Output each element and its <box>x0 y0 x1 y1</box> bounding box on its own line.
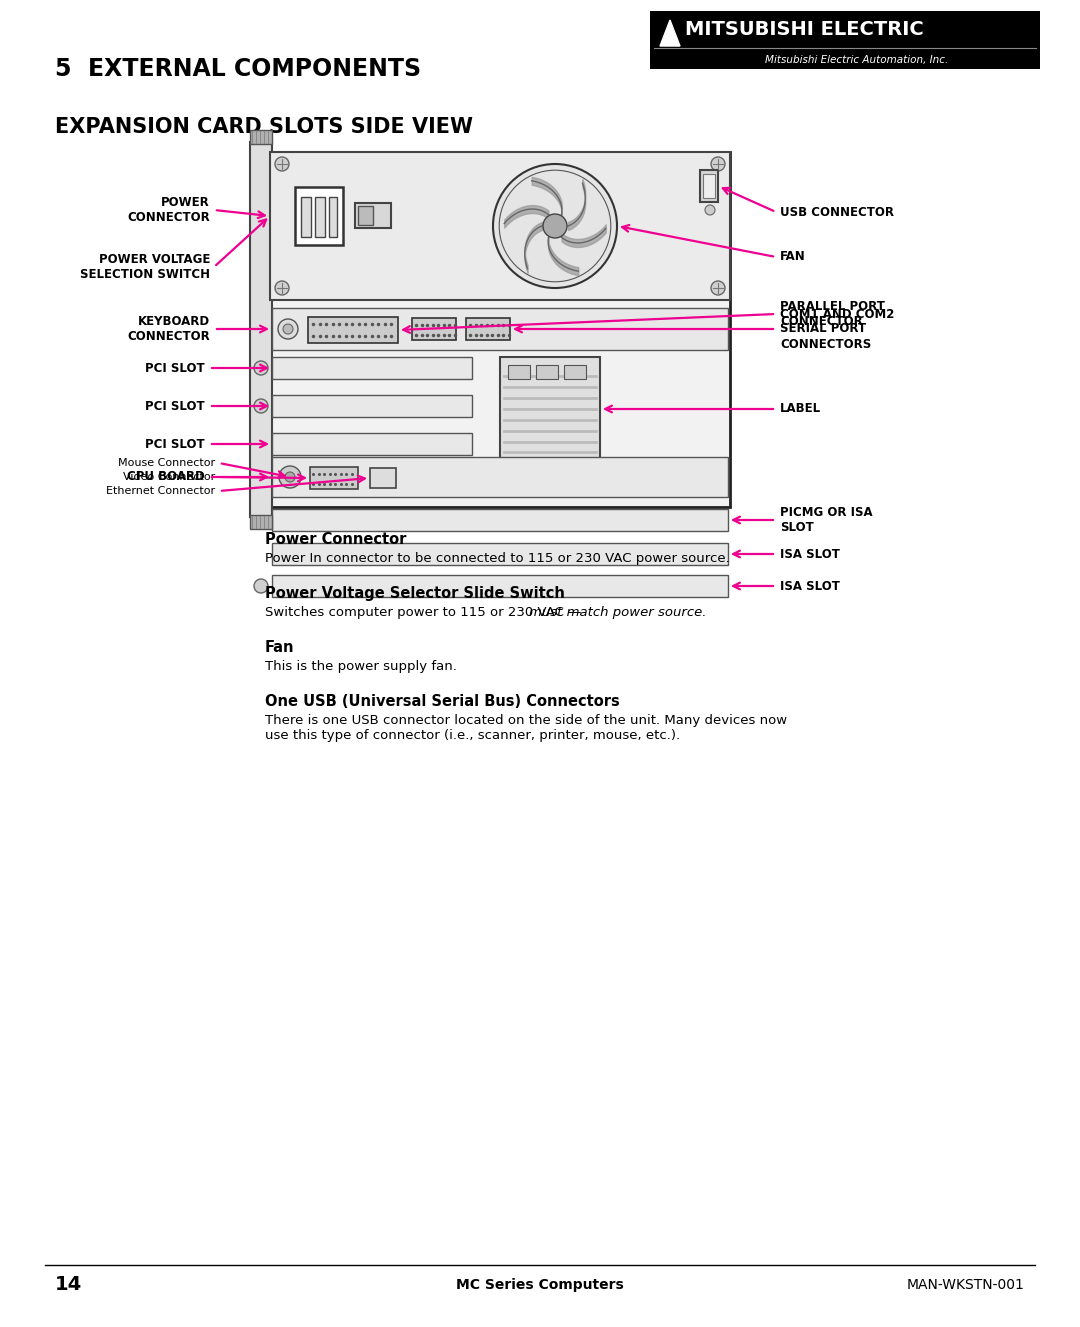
Text: EXPANSION CARD SLOTS SIDE VIEW: EXPANSION CARD SLOTS SIDE VIEW <box>55 117 473 137</box>
Text: There is one USB connector located on the side of the unit. Many devices now
use: There is one USB connector located on th… <box>265 714 787 742</box>
Text: KEYBOARD
CONNECTOR: KEYBOARD CONNECTOR <box>127 314 210 342</box>
Bar <box>272 395 472 417</box>
Text: Mitsubishi Electric Automation, Inc.: Mitsubishi Electric Automation, Inc. <box>766 54 948 65</box>
Text: 14: 14 <box>55 1275 82 1295</box>
Bar <box>301 196 311 238</box>
Bar <box>370 468 396 488</box>
Bar <box>508 365 530 380</box>
Circle shape <box>278 318 298 338</box>
Bar <box>249 515 272 529</box>
Text: Video Connector: Video Connector <box>123 472 215 482</box>
Bar <box>272 543 728 565</box>
Bar <box>249 142 272 518</box>
Bar <box>295 187 343 245</box>
Bar <box>310 467 357 490</box>
Bar <box>500 357 600 460</box>
Text: MITSUBISHI ELECTRIC: MITSUBISHI ELECTRIC <box>685 20 923 38</box>
Text: CPU BOARD: CPU BOARD <box>127 471 205 483</box>
Text: FAN: FAN <box>780 251 806 264</box>
Text: USB CONNECTOR: USB CONNECTOR <box>780 206 894 219</box>
Bar <box>357 206 373 226</box>
Text: PICMG OR ISA
SLOT: PICMG OR ISA SLOT <box>780 506 873 533</box>
Text: Fan: Fan <box>265 640 295 656</box>
Circle shape <box>492 165 617 288</box>
Bar <box>355 203 391 228</box>
Text: Mouse Connector: Mouse Connector <box>118 458 215 468</box>
Bar <box>249 130 272 145</box>
Text: MC Series Computers: MC Series Computers <box>456 1278 624 1292</box>
Bar <box>270 153 730 507</box>
Circle shape <box>705 204 715 215</box>
Text: Power In connector to be connected to 115 or 230 VAC power source.: Power In connector to be connected to 11… <box>265 552 730 565</box>
Bar <box>272 433 472 455</box>
Text: MAN-WKSTN-001: MAN-WKSTN-001 <box>907 1278 1025 1292</box>
Bar <box>308 317 399 342</box>
Circle shape <box>254 361 268 376</box>
Text: PCI SLOT: PCI SLOT <box>146 361 205 374</box>
Circle shape <box>279 466 301 488</box>
Bar <box>465 318 510 340</box>
Polygon shape <box>660 20 680 46</box>
Text: POWER
CONNECTOR: POWER CONNECTOR <box>127 196 210 224</box>
Text: 5  EXTERNAL COMPONENTS: 5 EXTERNAL COMPONENTS <box>55 57 421 81</box>
Circle shape <box>275 157 289 171</box>
Bar <box>700 170 718 202</box>
Text: One USB (Universal Serial Bus) Connectors: One USB (Universal Serial Bus) Connector… <box>265 694 620 709</box>
Text: POWER VOLTAGE
SELECTION SWITCH: POWER VOLTAGE SELECTION SWITCH <box>80 253 210 281</box>
Text: PCI SLOT: PCI SLOT <box>146 399 205 413</box>
Text: ISA SLOT: ISA SLOT <box>780 548 840 560</box>
Text: COM1 AND COM2
SERIAL PORT
CONNECTORS: COM1 AND COM2 SERIAL PORT CONNECTORS <box>780 308 894 350</box>
Text: LABEL: LABEL <box>780 402 821 415</box>
Bar <box>411 318 456 340</box>
Bar <box>536 365 558 380</box>
Circle shape <box>711 157 725 171</box>
Text: This is the power supply fan.: This is the power supply fan. <box>265 660 457 673</box>
Text: Power Connector: Power Connector <box>265 532 406 547</box>
Circle shape <box>283 324 293 334</box>
Circle shape <box>275 281 289 295</box>
Circle shape <box>254 579 268 593</box>
Bar <box>650 11 1040 69</box>
Text: PARALLEL PORT
CONNECTOR: PARALLEL PORT CONNECTOR <box>780 300 885 328</box>
Bar <box>272 575 728 597</box>
Bar <box>272 357 472 380</box>
Bar <box>272 456 728 498</box>
Bar <box>564 365 586 380</box>
Text: Power Voltage Selector Slide Switch: Power Voltage Selector Slide Switch <box>265 587 565 601</box>
Circle shape <box>254 399 268 413</box>
Bar <box>315 196 325 238</box>
Circle shape <box>711 281 725 295</box>
Text: Ethernet Connector: Ethernet Connector <box>106 486 215 496</box>
Text: must match power source.: must match power source. <box>529 606 706 618</box>
Bar <box>703 174 715 198</box>
Bar <box>329 196 337 238</box>
Bar <box>272 308 728 350</box>
Bar <box>272 510 728 531</box>
Text: Switches computer power to 115 or 230 VAC —: Switches computer power to 115 or 230 VA… <box>265 606 585 618</box>
Text: ISA SLOT: ISA SLOT <box>780 580 840 592</box>
Circle shape <box>285 472 295 482</box>
Text: PCI SLOT: PCI SLOT <box>146 438 205 450</box>
Circle shape <box>543 214 567 238</box>
Bar <box>270 153 730 300</box>
